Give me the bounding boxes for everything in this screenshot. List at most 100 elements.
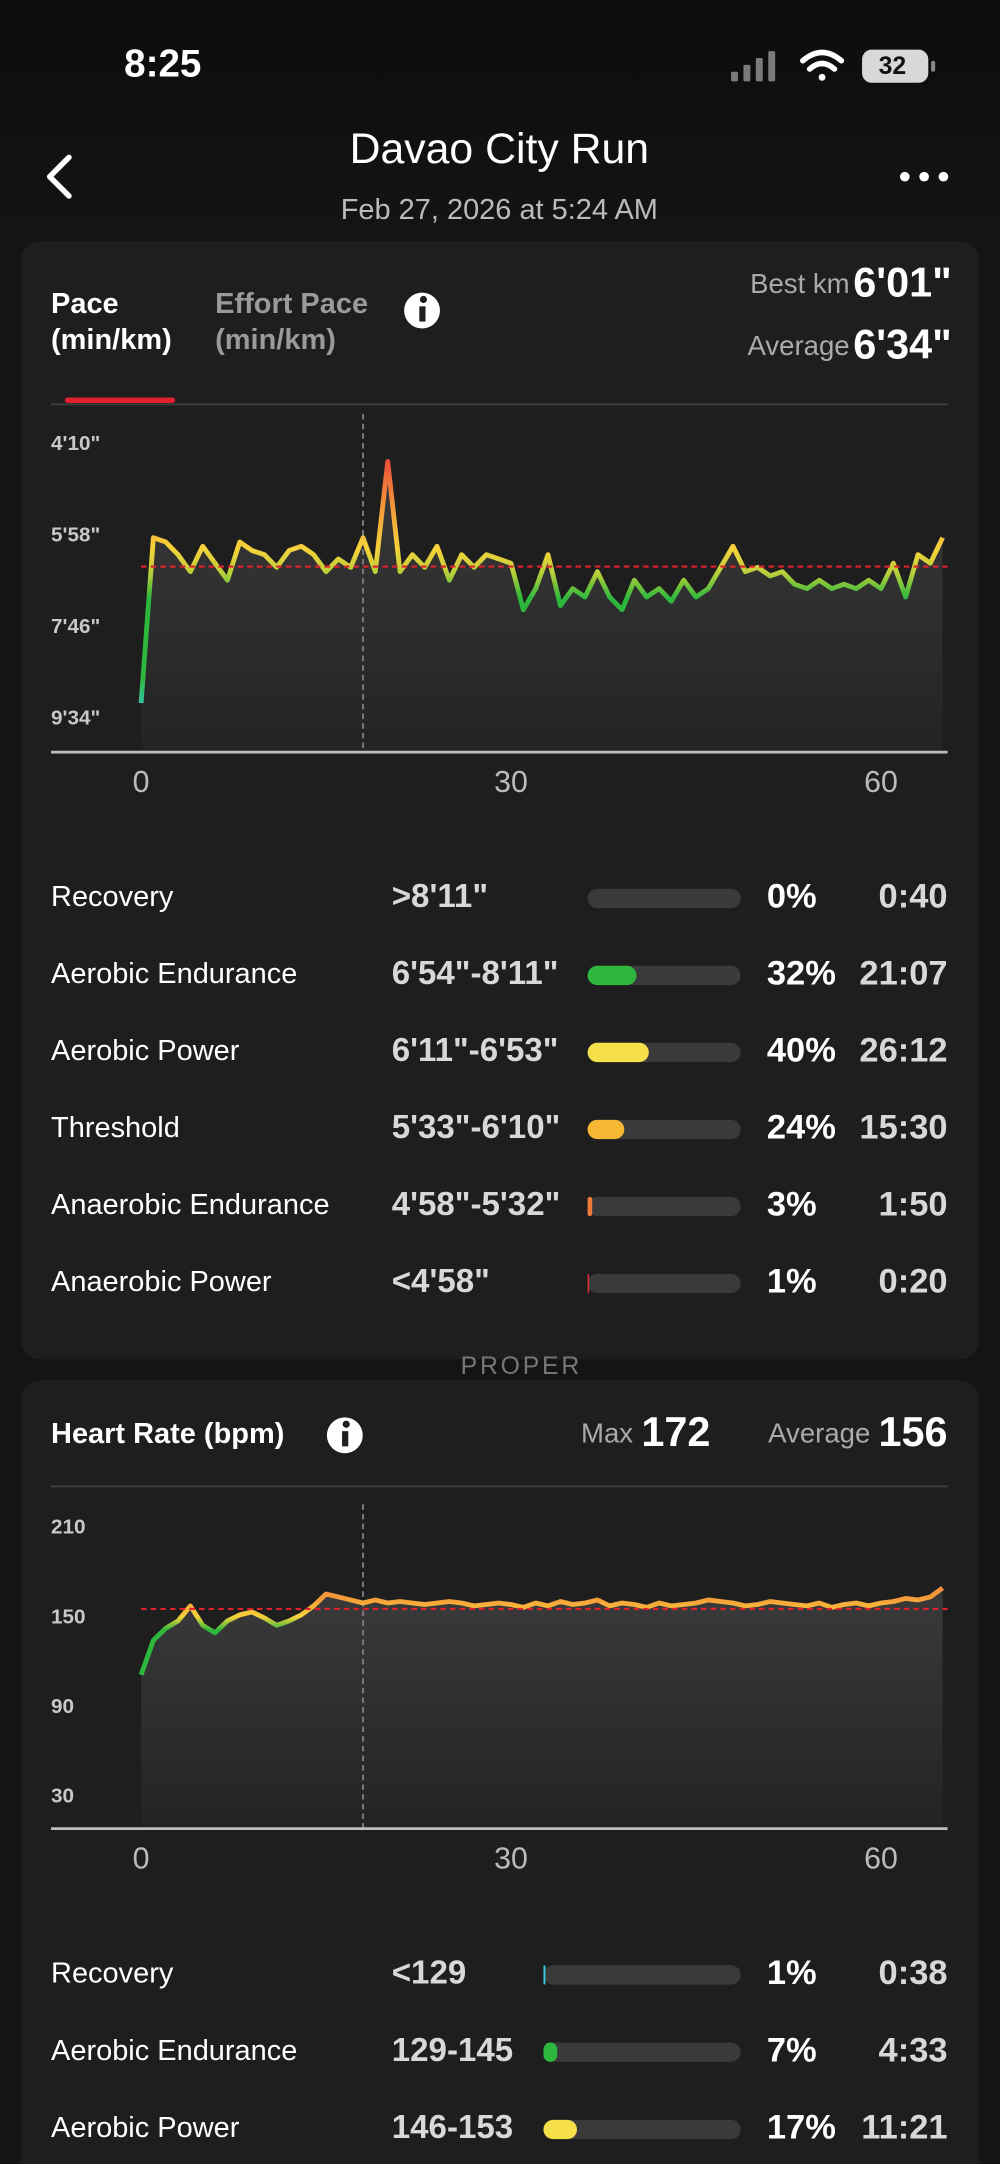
zone-track (543, 2042, 741, 2062)
x-tick-label: 0 (133, 766, 150, 799)
best-value: 6'01" (853, 260, 951, 306)
info-icon[interactable] (326, 1417, 363, 1454)
zone-time: 0:20 (879, 1263, 948, 1301)
info-icon[interactable] (404, 292, 440, 329)
header-background (0, 0, 1000, 235)
zone-bar (587, 965, 637, 986)
back-button[interactable] (46, 154, 72, 199)
x-tick-label: 30 (494, 766, 528, 799)
zone-time: 0:40 (879, 878, 948, 916)
page-title: Davao City Run (350, 125, 649, 173)
y-tick-label: 210 (51, 1516, 86, 1539)
max-value: 172 (641, 1409, 710, 1455)
zone-track (587, 1196, 741, 1217)
average-label: Average (768, 1418, 870, 1449)
y-tick-label: 9'34" (51, 707, 100, 730)
zone-name: Aerobic Endurance (51, 2035, 297, 2067)
zone-range: <129 (392, 1955, 467, 1992)
zone-range: 129-145 (392, 2032, 513, 2069)
zone-percent: 3% (767, 1186, 817, 1224)
y-tick-label: 90 (51, 1695, 74, 1718)
area (141, 1587, 943, 1829)
y-tick-label: 4'10" (51, 432, 100, 455)
zone-time: 1:50 (879, 1186, 948, 1224)
zone-name: Anaerobic Endurance (51, 1189, 330, 1221)
y-tick-label: 5'58" (51, 524, 100, 547)
zone-bar (587, 1196, 593, 1217)
zone-time: 0:38 (879, 1954, 948, 1992)
zone-name: Threshold (51, 1112, 180, 1144)
tab-indicator (64, 397, 176, 403)
page-subtitle: Feb 27, 2026 at 5:24 AM (341, 194, 658, 226)
zone-range: >8'11" (392, 878, 488, 915)
hr-title: Heart Rate (bpm) (51, 1418, 284, 1450)
line (138, 459, 945, 704)
battery-icon: 32 (862, 49, 936, 83)
max-label: Max (581, 1418, 633, 1449)
tab-effort-pace[interactable]: Effort Pace (min/km) (215, 288, 376, 356)
status-time: 8:25 (124, 42, 201, 85)
zone-percent: 1% (767, 1263, 817, 1301)
zone-percent: 1% (767, 1954, 817, 1992)
best-label: Best km (750, 268, 850, 299)
zone-name: Aerobic Power (51, 2112, 240, 2144)
zone-percent: 24% (767, 1109, 836, 1147)
zone-range: 146-153 (392, 2109, 513, 2146)
x-tick-label: 30 (494, 1842, 528, 1875)
battery-level: 32 (879, 53, 907, 80)
zone-percent: 40% (767, 1032, 836, 1070)
zone-percent: 0% (767, 878, 817, 916)
zone-name: Recovery (51, 1958, 174, 1990)
y-tick-label: 150 (51, 1605, 86, 1628)
zone-time: 15:30 (859, 1109, 947, 1147)
x-tick-label: 0 (133, 1842, 150, 1875)
zone-range: 6'11"-6'53" (392, 1032, 559, 1069)
zone-bar (543, 2119, 577, 2140)
zone-name: Aerobic Power (51, 1035, 240, 1067)
x-tick-label: 60 (864, 766, 898, 799)
zone-percent: 17% (767, 2109, 836, 2147)
zone-range: 6'54"-8'11" (392, 955, 559, 992)
zone-bar (587, 1119, 625, 1140)
zone-bar (587, 1042, 649, 1063)
zone-track (543, 1965, 741, 1985)
zone-time: 4:33 (879, 2031, 948, 2069)
average-value: 6'34" (853, 322, 951, 368)
zone-name: Anaerobic Power (51, 1266, 272, 1298)
wifi-icon (800, 49, 845, 81)
x-tick-label: 60 (864, 1842, 898, 1875)
zone-time: 11:21 (861, 2109, 947, 2147)
zone-bar (543, 2042, 558, 2062)
zone-bar (587, 1273, 590, 1294)
zone-track (587, 1273, 741, 1294)
tab-line: Effort Pace (215, 288, 368, 320)
zone-track (587, 888, 741, 909)
average-value: 156 (879, 1409, 948, 1455)
tab-line: Pace (51, 288, 119, 320)
map-label: PROPER (461, 1353, 582, 1380)
tab-line: (min/km) (215, 324, 336, 356)
pace-card (20, 241, 980, 1360)
zone-bar (543, 1965, 546, 1985)
zone-range: <4'58" (392, 1263, 490, 1300)
average-label: Average (747, 330, 849, 361)
zone-range: 5'33"-6'10" (392, 1109, 561, 1146)
zone-percent: 32% (767, 955, 836, 993)
line (138, 1585, 945, 1676)
area (141, 461, 943, 753)
zone-track (587, 1119, 741, 1140)
zone-name: Aerobic Endurance (51, 958, 297, 990)
zone-track (543, 2119, 741, 2140)
y-tick-label: 7'46" (51, 615, 100, 638)
more-button[interactable] (900, 171, 949, 182)
y-tick-label: 30 (51, 1785, 74, 1808)
zone-time: 26:12 (859, 1032, 947, 1070)
tab-pace[interactable]: Pace (min/km) (51, 288, 172, 356)
tab-line: (min/km) (51, 324, 172, 356)
zone-percent: 7% (767, 2031, 817, 2069)
zone-name: Recovery (51, 881, 174, 913)
signal-icon (731, 51, 776, 82)
zone-range: 4'58"-5'32" (392, 1186, 561, 1223)
zone-time: 21:07 (859, 955, 947, 993)
